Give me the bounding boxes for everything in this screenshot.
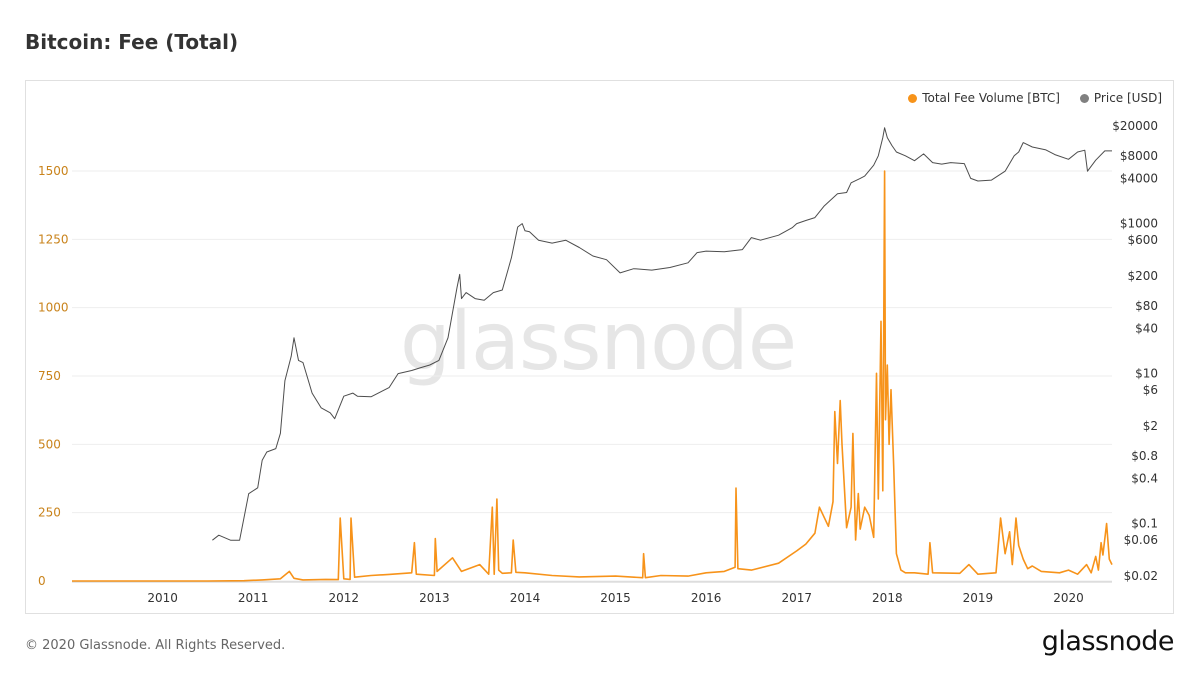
watermark: glassnode [400, 295, 797, 388]
y-right-tick-label: $6 [1143, 383, 1158, 397]
legend-item-price[interactable]: Price [USD] [1079, 91, 1162, 105]
x-tick-label: 2019 [963, 591, 994, 605]
glassnode-logo[interactable]: glassnode [1041, 626, 1175, 657]
y-left-tick-label: 500 [38, 437, 61, 451]
chart-panel [25, 80, 1174, 614]
y-right-tick-label: $0.1 [1131, 517, 1158, 531]
x-tick-label: 2014 [510, 591, 541, 605]
y-left-tick-label: 0 [38, 574, 46, 588]
x-tick-label: 2015 [600, 591, 631, 605]
copyright-footer: © 2020 Glassnode. All Rights Reserved. [25, 638, 286, 653]
x-tick-label: 2018 [872, 591, 903, 605]
page-title: Bitcoin: Fee (Total) [25, 30, 239, 54]
y-left-tick-label: 250 [38, 506, 61, 520]
y-right-tick-label: $10 [1135, 367, 1158, 381]
y-left-tick-label: 1500 [38, 164, 69, 178]
x-tick-label: 2011 [238, 591, 269, 605]
legend-item-fee[interactable]: Total Fee Volume [BTC] [908, 91, 1060, 105]
y-right-tick-label: $20000 [1112, 119, 1158, 133]
legend-price-label: Price [USD] [1093, 91, 1162, 105]
x-tick-label: 2013 [419, 591, 450, 605]
y-right-tick-label: $1000 [1120, 217, 1158, 231]
y-right-tick-label: $4000 [1120, 171, 1158, 185]
y-left-tick-label: 1000 [38, 301, 69, 315]
y-right-tick-label: $40 [1135, 321, 1158, 335]
y-right-tick-label: $200 [1127, 269, 1158, 283]
legend-fee-label: Total Fee Volume [BTC] [922, 91, 1060, 105]
legend-price-dot-icon [1079, 93, 1089, 103]
y-right-tick-label: $80 [1135, 299, 1158, 313]
price-series-line [212, 127, 1112, 541]
x-tick-label: 2017 [781, 591, 812, 605]
x-tick-label: 2012 [329, 591, 360, 605]
x-tick-label: 2020 [1053, 591, 1084, 605]
x-tick-label: 2016 [691, 591, 722, 605]
y-right-tick-label: $0.4 [1131, 471, 1158, 485]
chart-legend: Total Fee Volume [BTC] Price [USD] [908, 91, 1162, 105]
y-right-tick-label: $0.06 [1124, 533, 1158, 547]
x-tick-label: 2010 [147, 591, 178, 605]
y-right-tick-label: $2 [1143, 419, 1158, 433]
y-right-tick-label: $600 [1127, 233, 1158, 247]
fee-series-line [72, 170, 1113, 582]
y-left-tick-label: 750 [38, 369, 61, 383]
y-right-tick-label: $0.8 [1131, 449, 1158, 463]
y-right-tick-label: $0.02 [1124, 569, 1158, 583]
y-right-tick-label: $8000 [1120, 149, 1158, 163]
y-left-tick-label: 1250 [38, 232, 69, 246]
legend-fee-dot-icon [908, 93, 918, 103]
